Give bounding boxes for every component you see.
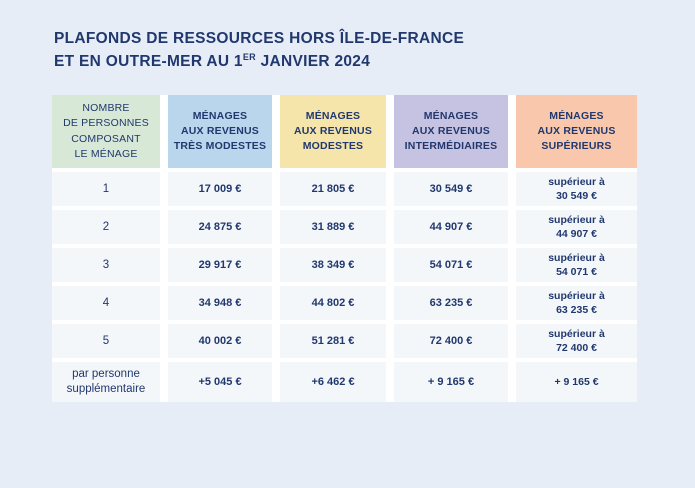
header-household-size: NOMBRE DE PERSONNES COMPOSANT LE MÉNAGE [52, 95, 160, 168]
household-size-cell: 2 [52, 210, 160, 244]
very-modest-value-cell: 34 948 € [168, 286, 272, 320]
modest-value-cell: 44 802 € [280, 286, 386, 320]
higher-value-cell: supérieur à 72 400 € [516, 324, 637, 358]
higher-value-cell: supérieur à 30 549 € [516, 172, 637, 206]
higher-value-cell: supérieur à 44 907 € [516, 210, 637, 244]
household-size-cell: par personne supplémentaire [52, 362, 160, 402]
intermediate-value-cell: 72 400 € [394, 324, 508, 358]
intermediate-value-cell: 30 549 € [394, 172, 508, 206]
modest-value-cell: 51 281 € [280, 324, 386, 358]
page-title-line-2: ET EN OUTRE-MER AU 1ER JANVIER 2024 [54, 51, 371, 70]
higher-value-cell: + 9 165 € [516, 362, 637, 402]
higher-value-cell: supérieur à 54 071 € [516, 248, 637, 282]
page-title: PLAFONDS DE RESSOURCES HORS ÎLE-DE-FRANC… [54, 27, 464, 73]
header-modest-income: MÉNAGES AUX REVENUS MODESTES [280, 95, 386, 168]
higher-value-cell: supérieur à 63 235 € [516, 286, 637, 320]
modest-value-cell: +6 462 € [280, 362, 386, 402]
very-modest-value-cell: 29 917 € [168, 248, 272, 282]
intermediate-value-cell: 54 071 € [394, 248, 508, 282]
very-modest-value-cell: 17 009 € [168, 172, 272, 206]
header-very-modest-income: MÉNAGES AUX REVENUS TRÈS MODESTES [168, 95, 272, 168]
household-size-cell: 3 [52, 248, 160, 282]
modest-value-cell: 38 349 € [280, 248, 386, 282]
household-size-cell: 5 [52, 324, 160, 358]
header-intermediate-income: MÉNAGES AUX REVENUS INTERMÉDIAIRES [394, 95, 508, 168]
resource-ceilings-table: NOMBRE DE PERSONNES COMPOSANT LE MÉNAGE … [52, 95, 637, 402]
household-size-cell: 4 [52, 286, 160, 320]
intermediate-value-cell: 44 907 € [394, 210, 508, 244]
header-higher-income: MÉNAGES AUX REVENUS SUPÉRIEURS [516, 95, 637, 168]
household-size-cell: 1 [52, 172, 160, 206]
very-modest-value-cell: 24 875 € [168, 210, 272, 244]
ordinal-superscript: ER [242, 51, 256, 62]
very-modest-value-cell: 40 002 € [168, 324, 272, 358]
intermediate-value-cell: + 9 165 € [394, 362, 508, 402]
intermediate-value-cell: 63 235 € [394, 286, 508, 320]
very-modest-value-cell: +5 045 € [168, 362, 272, 402]
modest-value-cell: 21 805 € [280, 172, 386, 206]
page-title-line-1: PLAFONDS DE RESSOURCES HORS ÎLE-DE-FRANC… [54, 30, 465, 47]
modest-value-cell: 31 889 € [280, 210, 386, 244]
